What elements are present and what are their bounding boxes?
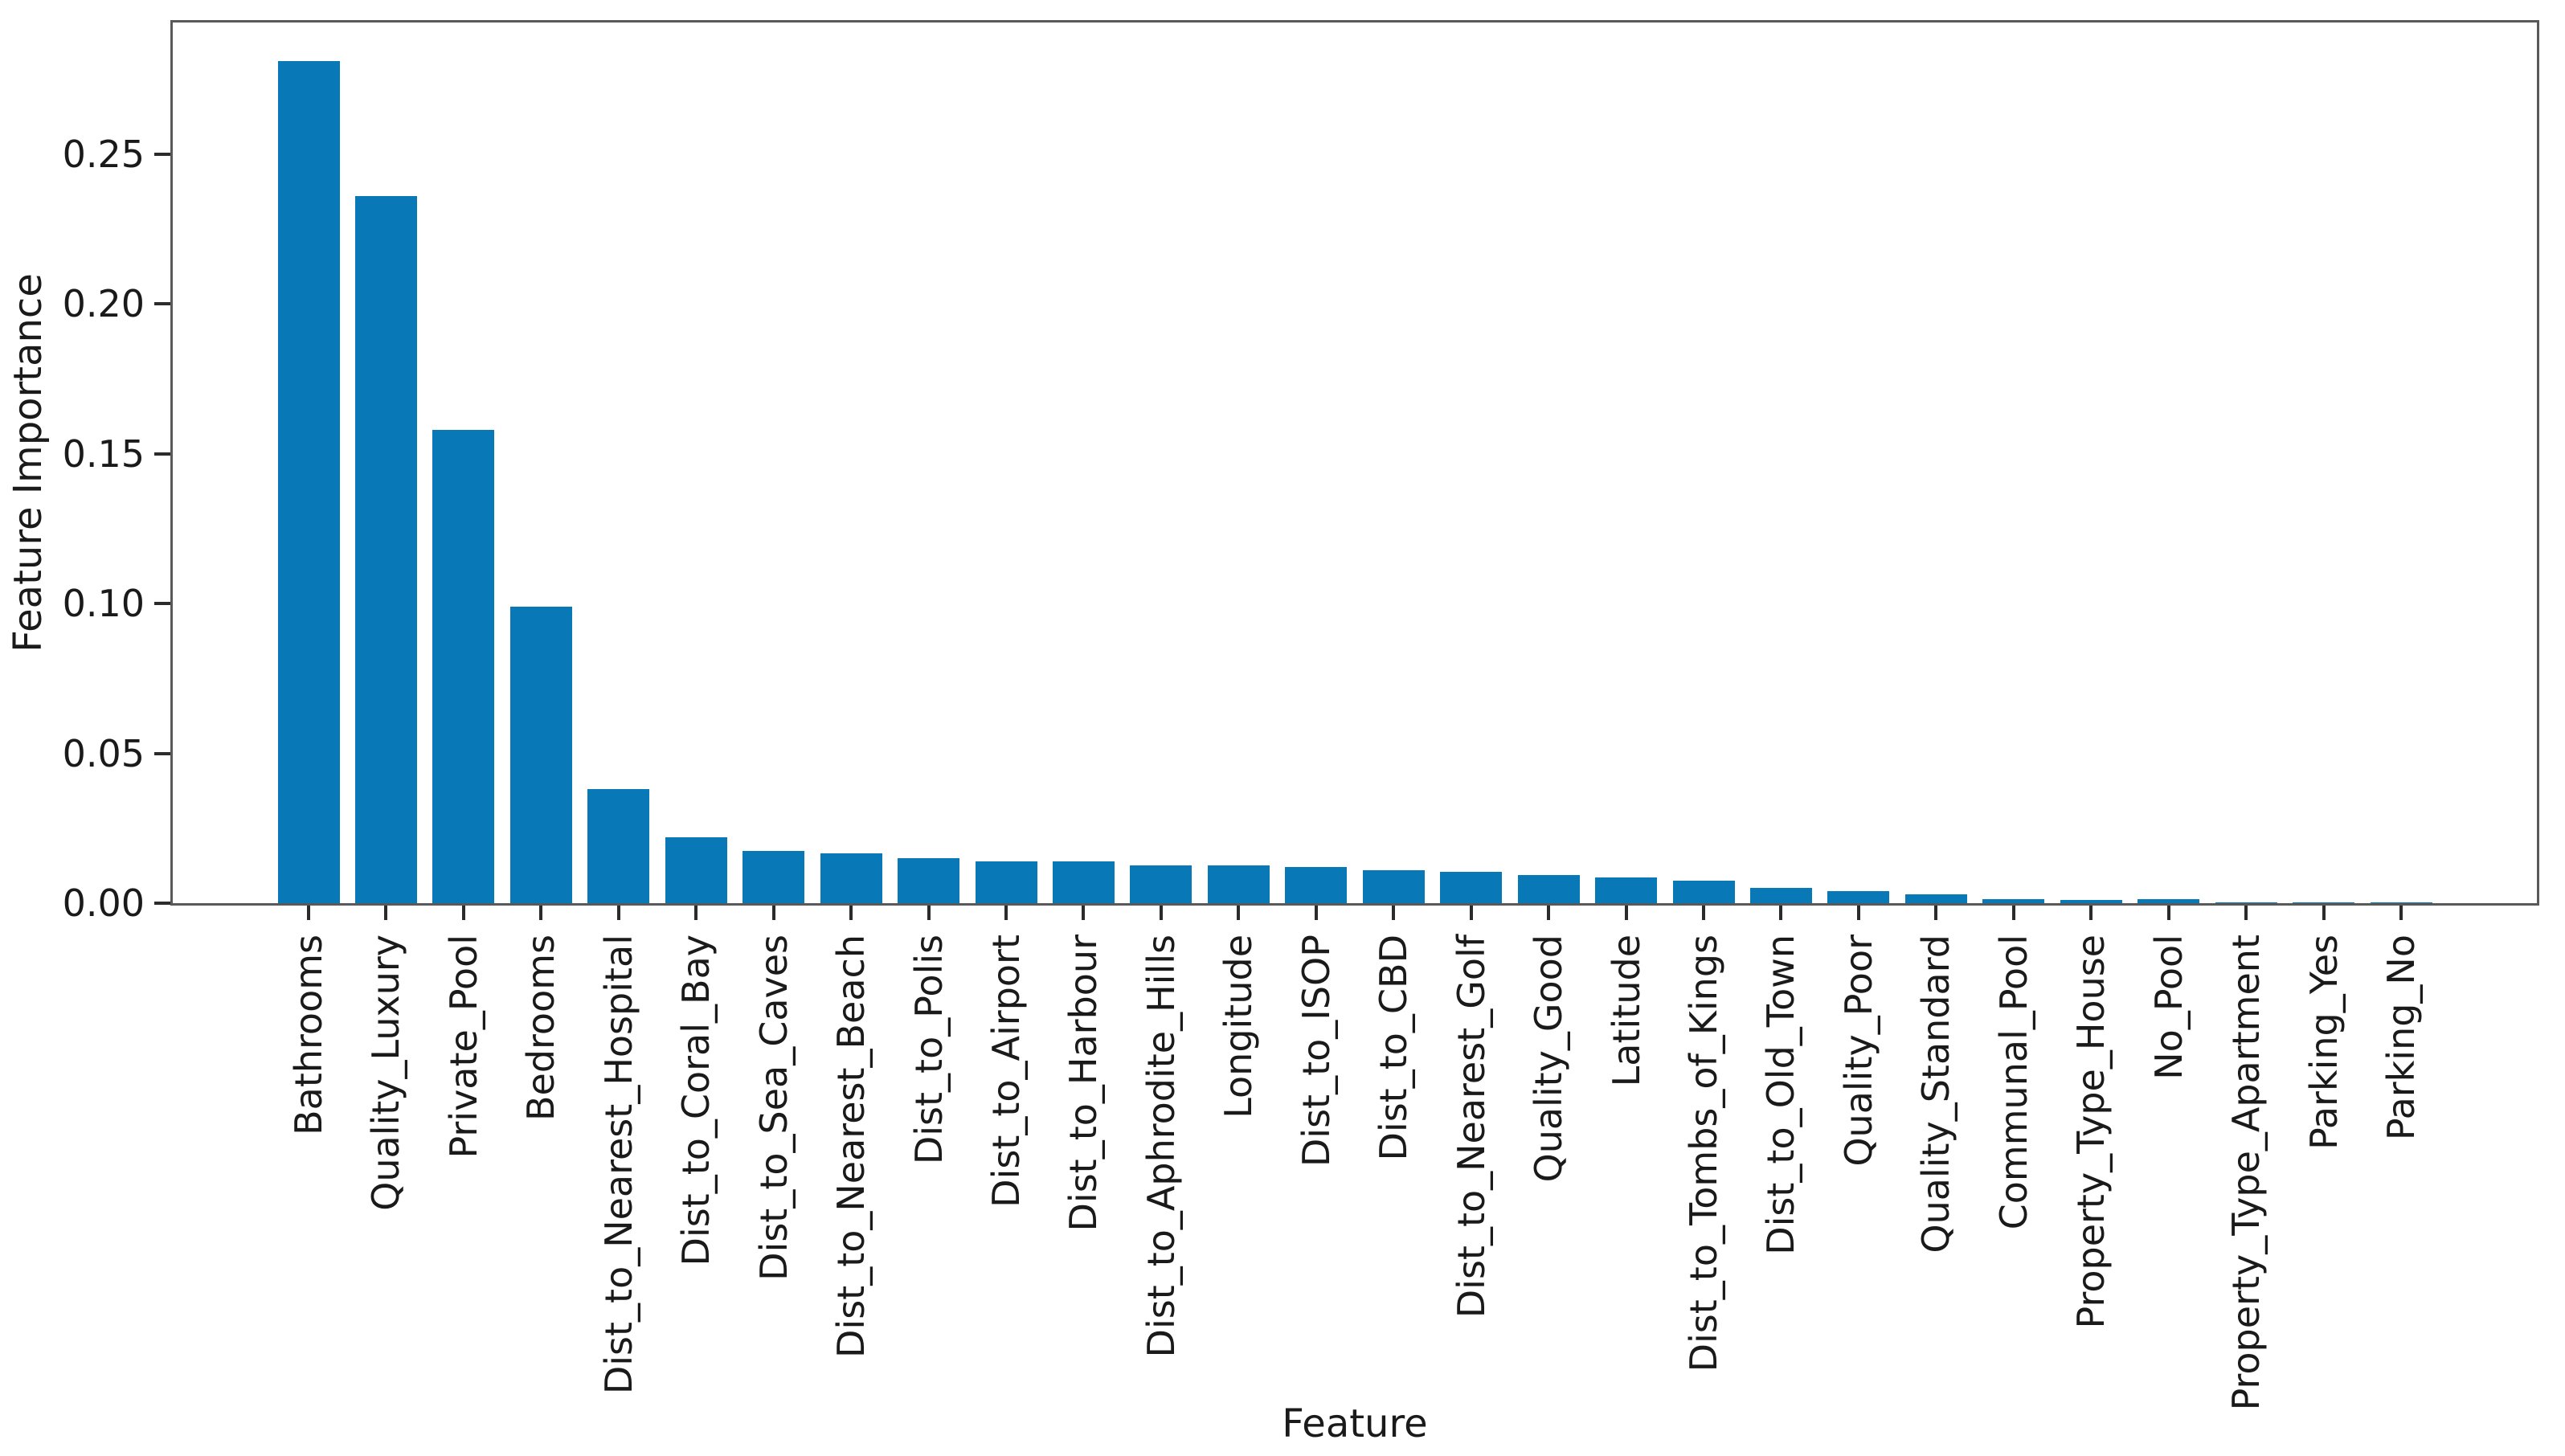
bar-Dist_to_Airport xyxy=(975,861,1037,903)
x-tick-mark xyxy=(2399,906,2403,920)
bar-Bathrooms xyxy=(277,61,340,903)
x-tick-mark xyxy=(616,906,620,920)
bar-Parking_Yes xyxy=(2293,902,2355,903)
x-tick-label: Dist_to_Tombs_of_Kings xyxy=(1682,935,1725,1372)
x-tick-label: Parking_No xyxy=(2379,935,2423,1141)
bar-Dist_to_CBD xyxy=(1362,870,1425,903)
y-tick-label: 0.25 xyxy=(62,133,145,177)
x-tick-label: Dist_to_Nearest_Hospital xyxy=(596,935,640,1395)
x-tick-label: Dist_to_Polis xyxy=(906,935,951,1165)
x-tick-mark xyxy=(771,906,775,920)
bar-Property_Type_House xyxy=(2060,900,2122,903)
bar-Dist_to_Nearest_Hospital xyxy=(587,789,650,903)
y-tick-label: 0.10 xyxy=(62,582,145,626)
x-tick-mark xyxy=(307,906,310,920)
x-tick-label: Dist_to_Old_Town xyxy=(1759,935,1803,1255)
bar-Communal_Pool xyxy=(1982,899,2045,903)
bar-Private_Pool xyxy=(432,430,495,903)
bar-No_Pool xyxy=(2138,899,2200,903)
x-tick-mark xyxy=(1237,906,1241,920)
bar-Dist_to_Aphrodite_Hills xyxy=(1130,865,1192,903)
x-tick-mark xyxy=(539,906,543,920)
bar-Dist_to_Polis xyxy=(898,858,960,903)
x-tick-mark xyxy=(384,906,388,920)
x-tick-mark xyxy=(1082,906,1086,920)
bar-Dist_to_Sea_Caves xyxy=(742,851,805,903)
x-tick-label: No_Pool xyxy=(2146,935,2191,1080)
x-tick-label: Private_Pool xyxy=(441,935,485,1159)
bar-Quality_Luxury xyxy=(354,196,417,903)
x-tick-mark xyxy=(1469,906,1473,920)
x-tick-label: Dist_to_Airport xyxy=(984,935,1028,1208)
x-tick-label: Dist_to_Nearest_Golf xyxy=(1449,935,1493,1319)
x-tick-mark xyxy=(849,906,853,920)
x-tick-mark xyxy=(1856,906,1860,920)
bar-Quality_Good xyxy=(1517,875,1580,903)
x-tick-label: Latitude xyxy=(1604,935,1648,1087)
bar-Quality_Standard xyxy=(1904,894,1967,903)
y-tick-mark xyxy=(154,902,170,905)
x-tick-label: Dist_to_Sea_Caves xyxy=(751,935,796,1281)
x-tick-label: Quality_Luxury xyxy=(364,935,408,1211)
bar-Parking_No xyxy=(2370,902,2432,903)
x-tick-label: Quality_Standard xyxy=(1914,935,1958,1254)
bar-Longitude xyxy=(1207,865,1270,903)
bar-Dist_to_Nearest_Golf xyxy=(1440,872,1503,903)
plot-area xyxy=(170,20,2539,906)
x-tick-label: Quality_Poor xyxy=(1836,935,1880,1167)
y-tick-label: 0.15 xyxy=(62,431,145,476)
x-tick-label: Property_Type_House xyxy=(2069,935,2113,1329)
y-tick-label: 0.00 xyxy=(62,881,145,925)
x-tick-mark xyxy=(2322,906,2326,920)
x-tick-label: Dist_to_Harbour xyxy=(1062,935,1106,1232)
x-tick-mark xyxy=(927,906,931,920)
y-tick-label: 0.20 xyxy=(62,282,145,326)
bar-Latitude xyxy=(1595,877,1658,903)
bar-Dist_to_Nearest_Beach xyxy=(820,853,882,903)
y-tick-label: 0.05 xyxy=(62,731,145,775)
x-tick-label: Communal_Pool xyxy=(1991,935,2035,1230)
x-tick-label: Dist_to_Aphrodite_Hills xyxy=(1139,935,1183,1358)
y-tick-mark xyxy=(154,602,170,606)
x-tick-label: Bedrooms xyxy=(519,935,563,1122)
x-tick-label: Property_Type_Apartment xyxy=(2224,935,2268,1411)
y-tick-mark xyxy=(154,153,170,157)
bar-Dist_to_ISOP xyxy=(1285,867,1348,903)
x-axis-title: Feature xyxy=(1282,1401,1428,1446)
bar-Bedrooms xyxy=(509,607,572,903)
bar-Dist_to_Harbour xyxy=(1052,861,1115,903)
x-tick-mark xyxy=(1392,906,1396,920)
x-tick-label: Dist_to_Nearest_Beach xyxy=(829,935,873,1358)
x-tick-label: Dist_to_CBD xyxy=(1372,935,1416,1161)
y-tick-mark xyxy=(154,751,170,755)
x-tick-label: Dist_to_ISOP xyxy=(1294,935,1338,1168)
x-tick-mark xyxy=(1702,906,1705,920)
x-tick-label: Longitude xyxy=(1217,935,1261,1119)
x-tick-mark xyxy=(1779,906,1783,920)
x-tick-mark xyxy=(2244,906,2248,920)
x-tick-label: Dist_to_Coral_Bay xyxy=(674,935,718,1266)
x-tick-mark xyxy=(694,906,698,920)
bar-Dist_to_Old_Town xyxy=(1749,888,1812,903)
y-tick-mark xyxy=(154,452,170,456)
x-tick-mark xyxy=(1314,906,1318,920)
x-tick-mark xyxy=(2166,906,2170,920)
bar-Property_Type_Apartment xyxy=(2215,902,2277,903)
x-tick-mark xyxy=(2011,906,2015,920)
x-tick-mark xyxy=(1624,906,1628,920)
x-tick-mark xyxy=(461,906,465,920)
x-tick-mark xyxy=(1159,906,1163,920)
x-tick-mark xyxy=(2089,906,2093,920)
x-tick-mark xyxy=(1934,906,1938,920)
bar-Dist_to_Tombs_of_Kings xyxy=(1672,881,1735,903)
x-tick-label: Parking_Yes xyxy=(2301,935,2346,1150)
x-tick-label: Quality_Good xyxy=(1527,935,1571,1183)
y-tick-mark xyxy=(154,302,170,306)
bar-Quality_Poor xyxy=(1827,891,1890,903)
bar-Dist_to_Coral_Bay xyxy=(665,837,727,903)
x-tick-mark xyxy=(1004,906,1008,920)
x-tick-label: Bathrooms xyxy=(287,935,330,1135)
x-tick-mark xyxy=(1547,906,1551,920)
